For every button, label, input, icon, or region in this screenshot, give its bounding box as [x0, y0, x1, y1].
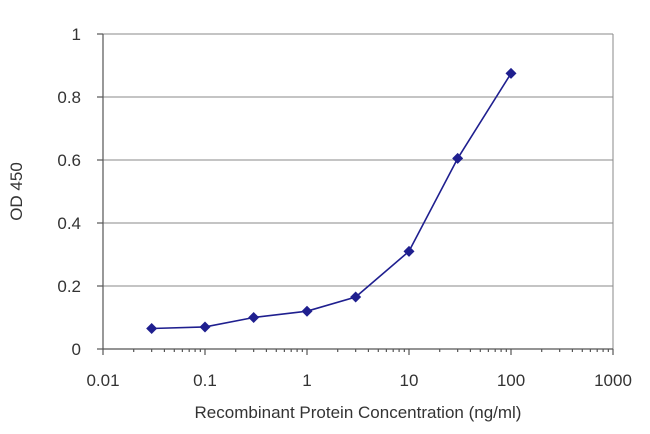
y-tick-label: 0.4 [57, 214, 81, 233]
data-point-marker [199, 321, 211, 333]
y-axis-label: OD 450 [7, 162, 26, 221]
y-tick-label: 0 [72, 340, 81, 359]
x-tick-label: 1 [302, 371, 311, 390]
x-tick-label: 10 [400, 371, 419, 390]
data-point-marker [301, 305, 313, 317]
x-tick-labels: 0.01 0.1 1 10 100 1000 [86, 371, 631, 390]
grid-lines [103, 33, 614, 349]
data-point-marker [452, 152, 464, 164]
y-tick-label: 0.2 [57, 277, 81, 296]
tick-marks [97, 33, 614, 355]
data-point-marker [248, 312, 260, 323]
data-point-marker [505, 67, 517, 79]
data-point-marker [403, 245, 415, 257]
x-axis-label: Recombinant Protein Concentration (ng/ml… [195, 403, 522, 422]
x-tick-label: 0.01 [86, 371, 119, 390]
x-tick-label: 100 [497, 371, 525, 390]
x-tick-label: 0.1 [193, 371, 217, 390]
y-tick-labels: 0 0.2 0.4 0.6 0.8 1 [57, 25, 81, 359]
data-series [146, 67, 517, 335]
data-point-marker [350, 291, 362, 303]
series-line [151, 72, 512, 330]
x-tick-label: 1000 [594, 371, 632, 390]
y-tick-label: 0.8 [57, 88, 81, 107]
axes [102, 34, 613, 350]
y-tick-label: 1 [72, 25, 81, 44]
y-tick-label: 0.6 [57, 151, 81, 170]
data-point-marker [146, 323, 158, 335]
